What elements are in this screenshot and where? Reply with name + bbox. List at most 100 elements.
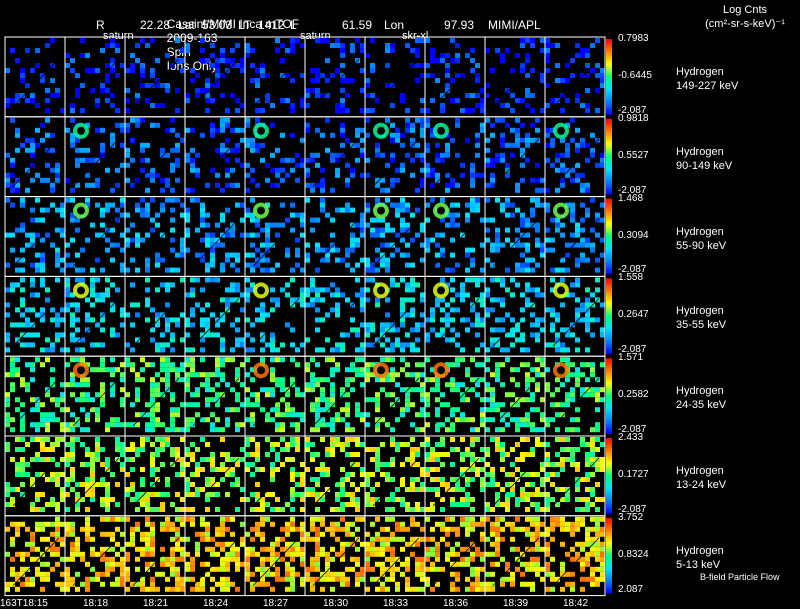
heatmap-cell <box>235 317 240 323</box>
heatmap-cell <box>245 546 250 552</box>
heatmap-cell <box>555 412 560 418</box>
heatmap-cell <box>530 516 535 522</box>
heatmap-cell <box>205 317 210 323</box>
planet-disk <box>257 366 265 375</box>
heatmap-cell <box>90 467 95 472</box>
heatmap-cell <box>495 437 500 442</box>
heatmap-cell <box>425 377 430 383</box>
heatmap-cell <box>125 342 130 348</box>
heatmap-cell <box>235 482 240 487</box>
heatmap-cell <box>155 103 160 108</box>
heatmap-cell <box>210 262 215 268</box>
heatmap-cell <box>550 322 555 328</box>
heatmap-cell <box>600 202 605 208</box>
heatmap-cell <box>455 53 460 58</box>
heatmap-cell <box>120 462 125 467</box>
heatmap-cell <box>245 277 250 283</box>
heatmap-cell <box>565 397 570 403</box>
heatmap-cell <box>30 457 35 462</box>
heatmap-cell <box>25 83 30 88</box>
heatmap-cell <box>75 307 80 313</box>
heatmap-cell <box>535 472 540 477</box>
heatmap-cell <box>275 172 280 178</box>
heatmap-cell <box>210 546 215 552</box>
heatmap-cell <box>520 43 525 48</box>
heatmap-cell <box>500 242 505 248</box>
heatmap-cell <box>400 207 405 213</box>
heatmap-cell <box>520 497 525 502</box>
heatmap-cell <box>35 452 40 457</box>
heatmap-cell <box>80 442 85 447</box>
heatmap-cell <box>200 257 205 263</box>
heatmap-cell <box>595 287 600 293</box>
heatmap-cell <box>425 472 430 477</box>
heatmap-cell <box>280 427 285 433</box>
heatmap-cell <box>405 556 410 562</box>
field-line <box>432 58 480 108</box>
heatmap-cell <box>385 48 390 53</box>
heatmap-cell <box>195 93 200 98</box>
heatmap-cell <box>510 402 515 408</box>
heatmap-cell <box>35 566 40 572</box>
heatmap-cell <box>530 257 535 263</box>
heatmap-cell <box>270 103 275 108</box>
heatmap-cell <box>460 347 465 353</box>
heatmap-cell <box>155 257 160 263</box>
heatmap-cell <box>570 372 575 378</box>
heatmap-cell <box>575 162 580 168</box>
heatmap-cell <box>15 521 20 527</box>
colorbar-mid-label: -0.6445 <box>618 70 652 81</box>
heatmap-cell <box>255 457 260 462</box>
heatmap-cell <box>420 182 425 188</box>
heatmap-cell <box>475 392 480 398</box>
heatmap-cell <box>550 137 555 143</box>
heatmap-cell <box>515 137 520 143</box>
heatmap-cell <box>385 337 390 343</box>
heatmap-cell <box>205 482 210 487</box>
heatmap-cell <box>100 327 105 333</box>
heatmap-cell <box>95 551 100 557</box>
heatmap-cell <box>160 507 165 512</box>
heatmap-cell <box>340 122 345 128</box>
heatmap-cell <box>415 507 420 512</box>
heatmap-cell <box>350 78 355 83</box>
heatmap-cell <box>155 422 160 428</box>
heatmap-cell <box>450 177 455 183</box>
heatmap-cell <box>270 387 275 393</box>
heatmap-cell <box>375 447 380 452</box>
heatmap-cell <box>135 372 140 378</box>
heatmap-cell <box>290 78 295 83</box>
heatmap-cell <box>310 152 315 158</box>
heatmap-cell <box>545 541 550 547</box>
heatmap-cell <box>170 392 175 398</box>
heatmap-cell <box>180 362 185 368</box>
heatmap-cell <box>215 237 220 243</box>
heatmap-cell <box>245 566 250 572</box>
heatmap-cell <box>580 576 585 582</box>
heatmap-cell <box>335 347 340 353</box>
heatmap-cell <box>260 561 265 567</box>
heatmap-cell <box>355 292 360 298</box>
heatmap-cell <box>145 546 150 552</box>
heatmap-cell <box>65 556 70 562</box>
heatmap-cell <box>365 172 370 178</box>
heatmap-cell <box>15 267 20 273</box>
heatmap-cell <box>300 531 305 537</box>
time-tick-label: 18:27 <box>263 598 289 609</box>
heatmap-cell <box>415 561 420 567</box>
heatmap-cell <box>185 93 190 98</box>
heatmap-cell <box>120 202 125 208</box>
heatmap-cell <box>320 392 325 398</box>
heatmap-cell <box>375 576 380 582</box>
heatmap-cell <box>515 117 520 123</box>
heatmap-cell <box>155 287 160 293</box>
heatmap-cell <box>235 157 240 163</box>
heatmap-cell <box>485 227 490 233</box>
colorbar <box>606 39 612 115</box>
heatmap-cell <box>215 172 220 178</box>
heatmap-cell <box>25 541 30 547</box>
heatmap-cell <box>580 307 585 313</box>
heatmap-cell <box>250 551 255 557</box>
heatmap-cell <box>315 492 320 497</box>
heatmap-cell <box>360 412 365 418</box>
